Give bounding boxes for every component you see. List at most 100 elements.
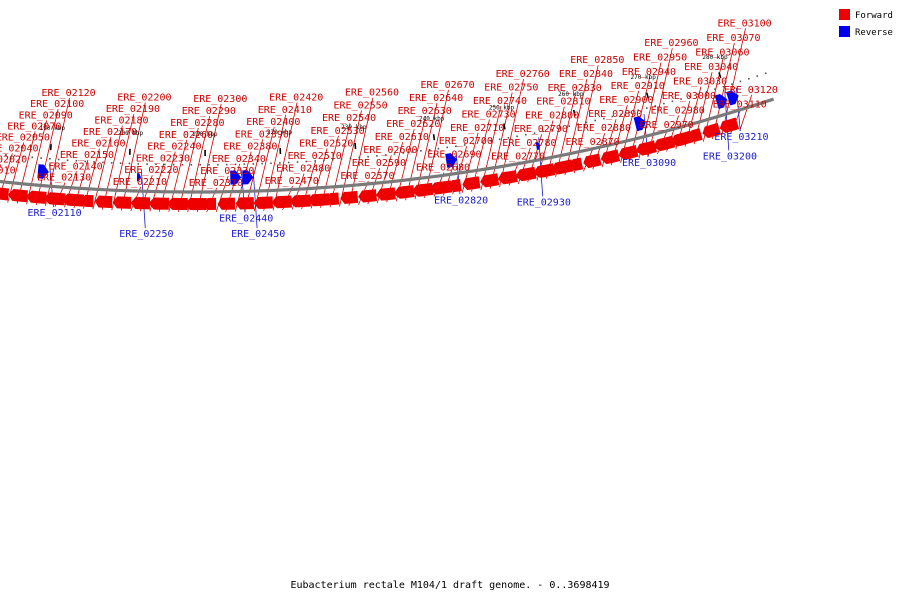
forward-gene-label: ERE_03040 bbox=[684, 62, 738, 73]
forward-gene-arrow bbox=[202, 197, 217, 210]
scale-dot bbox=[305, 160, 308, 163]
scale-dots bbox=[5, 72, 767, 166]
forward-leader-line bbox=[263, 114, 287, 211]
forward-gene-label: ERE_02880 bbox=[577, 123, 631, 134]
forward-gene-label: ERE_03070 bbox=[706, 33, 760, 44]
forward-leader-line bbox=[102, 125, 123, 210]
scale-dot bbox=[739, 80, 742, 83]
forward-gene-label: ERE_02230 bbox=[136, 153, 190, 164]
scale-dot bbox=[384, 154, 387, 156]
scale-tick bbox=[645, 92, 650, 99]
scale-dot bbox=[680, 98, 682, 100]
reverse-gene-arrow bbox=[136, 173, 141, 182]
scale-dot bbox=[463, 144, 466, 146]
scale-tick-label: 270 kbp bbox=[631, 74, 657, 81]
forward-gene-label: ERE_02220 bbox=[124, 165, 178, 176]
forward-gene-label: ERE_02480 bbox=[276, 164, 330, 175]
scale-tick-label: 230 kbp bbox=[341, 124, 367, 131]
forward-leader-line bbox=[187, 115, 211, 213]
forward-gene-label: ERE_02050 bbox=[0, 133, 50, 144]
forward-gene-arrow bbox=[413, 182, 434, 197]
scale-ticks: 190 kbp 200 kbp 210 kbp 220 kbp 230 kbp 240 k… bbox=[40, 54, 728, 156]
forward-gene-label: ERE_02730 bbox=[462, 110, 516, 121]
scale-dot bbox=[243, 163, 246, 165]
forward-gene-label: ERE_02630 bbox=[398, 106, 452, 117]
forward-gene-label: ERE_02600 bbox=[363, 145, 417, 156]
forward-gene-label: ERE_02540 bbox=[322, 113, 376, 124]
scale-dot bbox=[722, 85, 725, 88]
forward-gene-arrow bbox=[342, 190, 359, 204]
scale-dot bbox=[279, 162, 281, 164]
scale-tick bbox=[432, 134, 436, 141]
scale-dot bbox=[654, 105, 657, 107]
gene-arrows bbox=[0, 90, 740, 211]
forward-leader-line bbox=[253, 127, 275, 212]
forward-leader-line bbox=[573, 65, 599, 174]
forward-gene-label: ERE_03120 bbox=[724, 85, 778, 96]
forward-gene-label: ERE_02240 bbox=[147, 142, 201, 153]
scale-dot bbox=[611, 115, 614, 118]
scale-dot bbox=[731, 83, 733, 85]
forward-gene-arrow bbox=[63, 193, 85, 207]
forward-gene-label: ERE_02940 bbox=[622, 67, 676, 78]
forward-gene-label: ERE_02900 bbox=[599, 95, 653, 106]
scale-dot bbox=[542, 130, 544, 133]
forward-gene-label: ERE_02850 bbox=[570, 55, 624, 66]
forward-gene-label: ERE_02670 bbox=[421, 80, 475, 91]
forward-gene-arrow bbox=[186, 198, 207, 211]
forward-gene-label: ERE_02140 bbox=[49, 161, 103, 172]
scale-dot bbox=[66, 159, 69, 161]
scale-dot bbox=[31, 156, 34, 159]
forward-leader-line bbox=[35, 109, 59, 206]
forward-gene-label: ERE_03000 bbox=[662, 91, 716, 102]
forward-gene-arrow bbox=[46, 192, 66, 206]
forward-gene-arrow bbox=[97, 195, 113, 209]
scale-dot bbox=[402, 152, 405, 154]
forward-leader-line bbox=[564, 79, 588, 176]
reverse-leader-line bbox=[252, 169, 258, 229]
forward-gene-label: ERE_02200 bbox=[117, 93, 171, 104]
forward-gene-label: ERE_02950 bbox=[633, 53, 687, 64]
forward-gene-label: ERE_03060 bbox=[695, 48, 749, 59]
forward-gene-arrow bbox=[553, 159, 574, 175]
scale-dot bbox=[455, 145, 457, 147]
scale-tick-label: 190 kbp bbox=[40, 125, 66, 132]
forward-gene-label: ERE_02410 bbox=[258, 105, 312, 116]
scale-dot bbox=[252, 163, 255, 165]
scale-dot bbox=[49, 158, 51, 160]
scale-dot bbox=[393, 153, 396, 155]
forward-gene-label: ERE_02160 bbox=[71, 139, 125, 150]
scale-dot bbox=[411, 151, 413, 153]
forward-gene-arrow bbox=[722, 117, 740, 132]
reverse-gene-arrow bbox=[445, 153, 458, 168]
legend-forward-label: Forward bbox=[855, 11, 893, 21]
forward-gene-label: ERE_02590 bbox=[352, 158, 406, 169]
forward-gene-arrow bbox=[482, 173, 500, 187]
scale-tick-label: 280 kbp bbox=[702, 54, 728, 61]
scale-dot bbox=[234, 163, 237, 166]
genome-backbone-arc bbox=[0, 97, 775, 194]
scale-dot bbox=[84, 160, 86, 163]
reverse-gene-arrow bbox=[242, 170, 254, 185]
scale-tick-label: 240 kbp bbox=[419, 115, 445, 122]
scale-dot bbox=[119, 162, 122, 164]
scale-dot bbox=[585, 121, 588, 124]
scale-dot bbox=[261, 162, 263, 165]
scale-dot bbox=[110, 162, 113, 164]
reverse-gene-label: ERE_03090 bbox=[622, 158, 676, 169]
forward-gene-label: ERE_02790 bbox=[514, 124, 568, 135]
scale-dot bbox=[225, 163, 228, 166]
reverse-gene-label: ERE_02250 bbox=[119, 229, 173, 240]
forward-gene-label: ERE_02420 bbox=[269, 92, 323, 103]
scale-dot bbox=[551, 128, 553, 131]
reverse-gene-label: ERE_02930 bbox=[517, 197, 571, 208]
scale-dot bbox=[22, 155, 25, 158]
reverse-gene-arrow bbox=[535, 141, 541, 150]
gene-labels: ERE_02010ERE_02020ERE_02040ERE_02050ERE_… bbox=[0, 18, 778, 240]
forward-gene-label: ERE_02640 bbox=[409, 93, 463, 104]
forward-leader-line bbox=[647, 48, 673, 157]
forward-gene-label: ERE_02100 bbox=[30, 99, 84, 110]
forward-leader-line bbox=[196, 103, 222, 213]
scale-dot bbox=[764, 72, 767, 75]
